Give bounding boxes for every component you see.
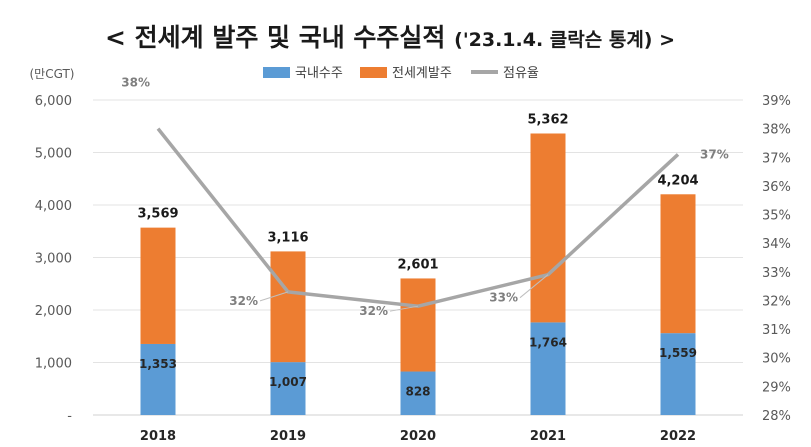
x-tick-label: 2019 bbox=[270, 429, 306, 444]
share-label: 38% bbox=[121, 76, 150, 90]
y-axis-right: 28% 29% 30% 31% 32% 33% 34% 35% 36% 37% 38% 39% bbox=[762, 94, 791, 424]
y-left-tick: 2,000 bbox=[35, 304, 72, 319]
bars: 3,569 1,353 3,116 1,007 2,601 828 5,362 1,764 4,… bbox=[137, 112, 699, 415]
share-leader-line bbox=[389, 305, 419, 312]
title-source: ('23.1.4. 클락슨 통계) > bbox=[454, 29, 675, 51]
x-axis: 2018 2019 2020 2021 2022 bbox=[140, 429, 696, 444]
y-right-tick: 30% bbox=[762, 352, 791, 367]
bar-global bbox=[270, 251, 306, 363]
bar-total-label: 3,569 bbox=[137, 207, 178, 222]
y-right-tick: 38% bbox=[762, 123, 791, 138]
share-label: 33% bbox=[489, 291, 518, 305]
share-line: 38% 32% 32% 33% 37% bbox=[121, 76, 728, 319]
chart-title: < 전세계 발주 및 국내 수주실적 ('23.1.4. 클락슨 통계) > bbox=[105, 23, 675, 52]
bar-domestic bbox=[140, 343, 176, 415]
legend-label: 전세계발주 bbox=[392, 66, 452, 81]
y-right-tick: 37% bbox=[762, 151, 791, 166]
bar-domestic bbox=[660, 333, 696, 415]
bar-global bbox=[140, 227, 176, 344]
bar-domestic-label: 828 bbox=[405, 385, 430, 399]
bar-domestic bbox=[270, 362, 306, 415]
share-label: 32% bbox=[359, 304, 388, 318]
share-leader-line bbox=[519, 274, 549, 299]
share-label: 37% bbox=[700, 147, 729, 161]
y-right-tick: 39% bbox=[762, 94, 791, 109]
legend: 국내수주 전세계발주 점유율 bbox=[263, 66, 539, 81]
y-left-tick: 6,000 bbox=[35, 94, 72, 109]
x-tick-label: 2022 bbox=[660, 429, 696, 444]
y-right-tick: 35% bbox=[762, 209, 791, 224]
y-right-tick: 28% bbox=[762, 409, 791, 424]
y-left-tick: 3,000 bbox=[35, 252, 72, 267]
bar-domestic-label: 1,764 bbox=[529, 335, 567, 349]
bar-total-label: 4,204 bbox=[657, 173, 698, 188]
bar-domestic-label: 1,007 bbox=[269, 375, 307, 389]
x-tick-label: 2020 bbox=[400, 429, 436, 444]
y-right-tick: 29% bbox=[762, 380, 791, 395]
legend-swatch bbox=[263, 67, 290, 78]
share-leader-line bbox=[259, 291, 289, 302]
x-tick-label: 2021 bbox=[530, 429, 566, 444]
legend-label: 국내수주 bbox=[295, 66, 343, 81]
y-left-tick: 5,000 bbox=[35, 147, 72, 162]
y-right-tick: 32% bbox=[762, 294, 791, 309]
x-tick-label: 2018 bbox=[140, 429, 176, 444]
y-left-tick: - bbox=[67, 409, 72, 424]
bar-global bbox=[530, 133, 566, 323]
y-axis-unit: (만CGT) bbox=[30, 67, 75, 81]
bar-global bbox=[400, 278, 436, 372]
bar-domestic bbox=[530, 322, 566, 415]
y-right-tick: 31% bbox=[762, 323, 791, 338]
bar-domestic-label: 1,559 bbox=[659, 346, 697, 360]
bar-total-label: 5,362 bbox=[527, 112, 568, 127]
bar-domestic-label: 1,353 bbox=[139, 357, 177, 371]
bar-global bbox=[660, 194, 696, 334]
bar-total-label: 2,601 bbox=[397, 257, 438, 272]
y-left-tick: 4,000 bbox=[35, 199, 72, 214]
y-left-tick: 1,000 bbox=[35, 357, 72, 372]
bar-domestic bbox=[400, 371, 436, 415]
legend-label: 점유율 bbox=[503, 66, 539, 81]
y-right-tick: 36% bbox=[762, 180, 791, 195]
y-right-tick: 33% bbox=[762, 266, 791, 281]
legend-swatch bbox=[360, 67, 387, 78]
y-axis-left: - 1,000 2,000 3,000 4,000 5,000 6,000 bbox=[35, 94, 73, 424]
bar-total-label: 3,116 bbox=[267, 230, 308, 245]
share-label: 32% bbox=[229, 294, 258, 308]
title-main: < 전세계 발주 및 국내 수주실적 bbox=[105, 23, 454, 52]
y-right-tick: 34% bbox=[762, 237, 791, 252]
